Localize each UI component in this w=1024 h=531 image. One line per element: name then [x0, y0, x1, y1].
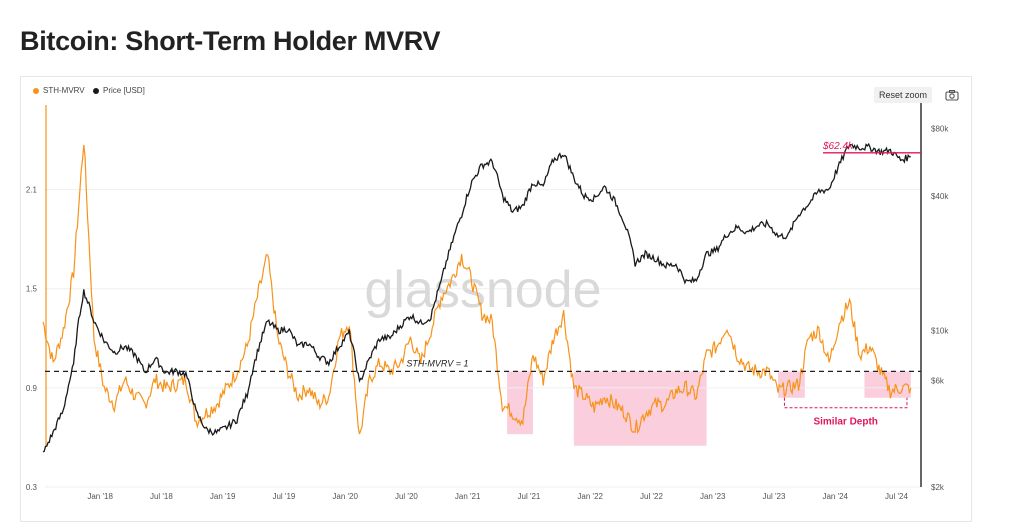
legend-sth[interactable]: STH-MVRV	[33, 86, 85, 95]
legend-price-swatch	[93, 87, 99, 94]
y-right-tick-label: $6k	[931, 376, 945, 385]
legend-sth-swatch	[33, 87, 39, 94]
y-left-tick-label: 0.9	[26, 384, 38, 393]
x-tick-label: Jul '24	[885, 492, 908, 501]
legend-sth-label: STH-MVRV	[43, 86, 85, 95]
legend-price-label: Price [USD]	[103, 86, 145, 95]
x-tick-label: Jul '20	[395, 492, 418, 501]
x-tick-label: Jan '22	[577, 492, 603, 501]
y-right-tick-label: $40k	[931, 192, 949, 201]
y-right-tick-label: $80k	[931, 125, 949, 134]
x-tick-label: Jul '23	[763, 492, 786, 501]
y-right-tick-label: $2k	[931, 483, 945, 492]
x-tick-label: Jan '20	[332, 492, 358, 501]
series-price-line	[42, 142, 911, 453]
camera-icon[interactable]	[945, 88, 959, 102]
x-tick-label: Jul '21	[518, 492, 541, 501]
y-left-tick-label: 2.1	[26, 186, 38, 195]
x-tick-label: Jan '24	[822, 492, 848, 501]
chart-svg: 2.1 1.5 0.9 0.3 $80k $40k $10k $6k $2k Jan '18 Jul…	[26, 97, 949, 501]
y-left-tick-label: 0.3	[26, 483, 38, 492]
y-right-tick-label: $10k	[931, 327, 949, 336]
x-tick-label: Jul '18	[150, 492, 173, 501]
x-tick-label: Jul '22	[640, 492, 663, 501]
x-tick-label: Jan '23	[700, 492, 726, 501]
page-title: Bitcoin: Short-Term Holder MVRV	[20, 26, 441, 56]
x-tick-label: Jan '18	[87, 492, 113, 501]
threshold-label: STH-MVRV = 1	[406, 358, 468, 368]
x-tick-label: Jul '19	[272, 492, 295, 501]
y-left-tick-label: 1.5	[26, 285, 38, 294]
similar-depth-label: Similar Depth	[813, 417, 877, 428]
chart-card: 2.1 1.5 0.9 0.3 $80k $40k $10k $6k $2k Jan '18 Jul…	[20, 76, 972, 522]
legend-price[interactable]: Price [USD]	[93, 86, 145, 95]
similar-depth-bracket	[783, 397, 908, 409]
series-sth-mvrv-line	[42, 144, 912, 435]
x-tick-label: Jan '21	[455, 492, 481, 501]
watermark: glassnode	[364, 261, 601, 319]
price-level-label: $62.4k	[822, 141, 854, 152]
reset-zoom-button[interactable]: Reset zoom	[874, 87, 932, 103]
x-tick-label: Jan '19	[210, 492, 236, 501]
